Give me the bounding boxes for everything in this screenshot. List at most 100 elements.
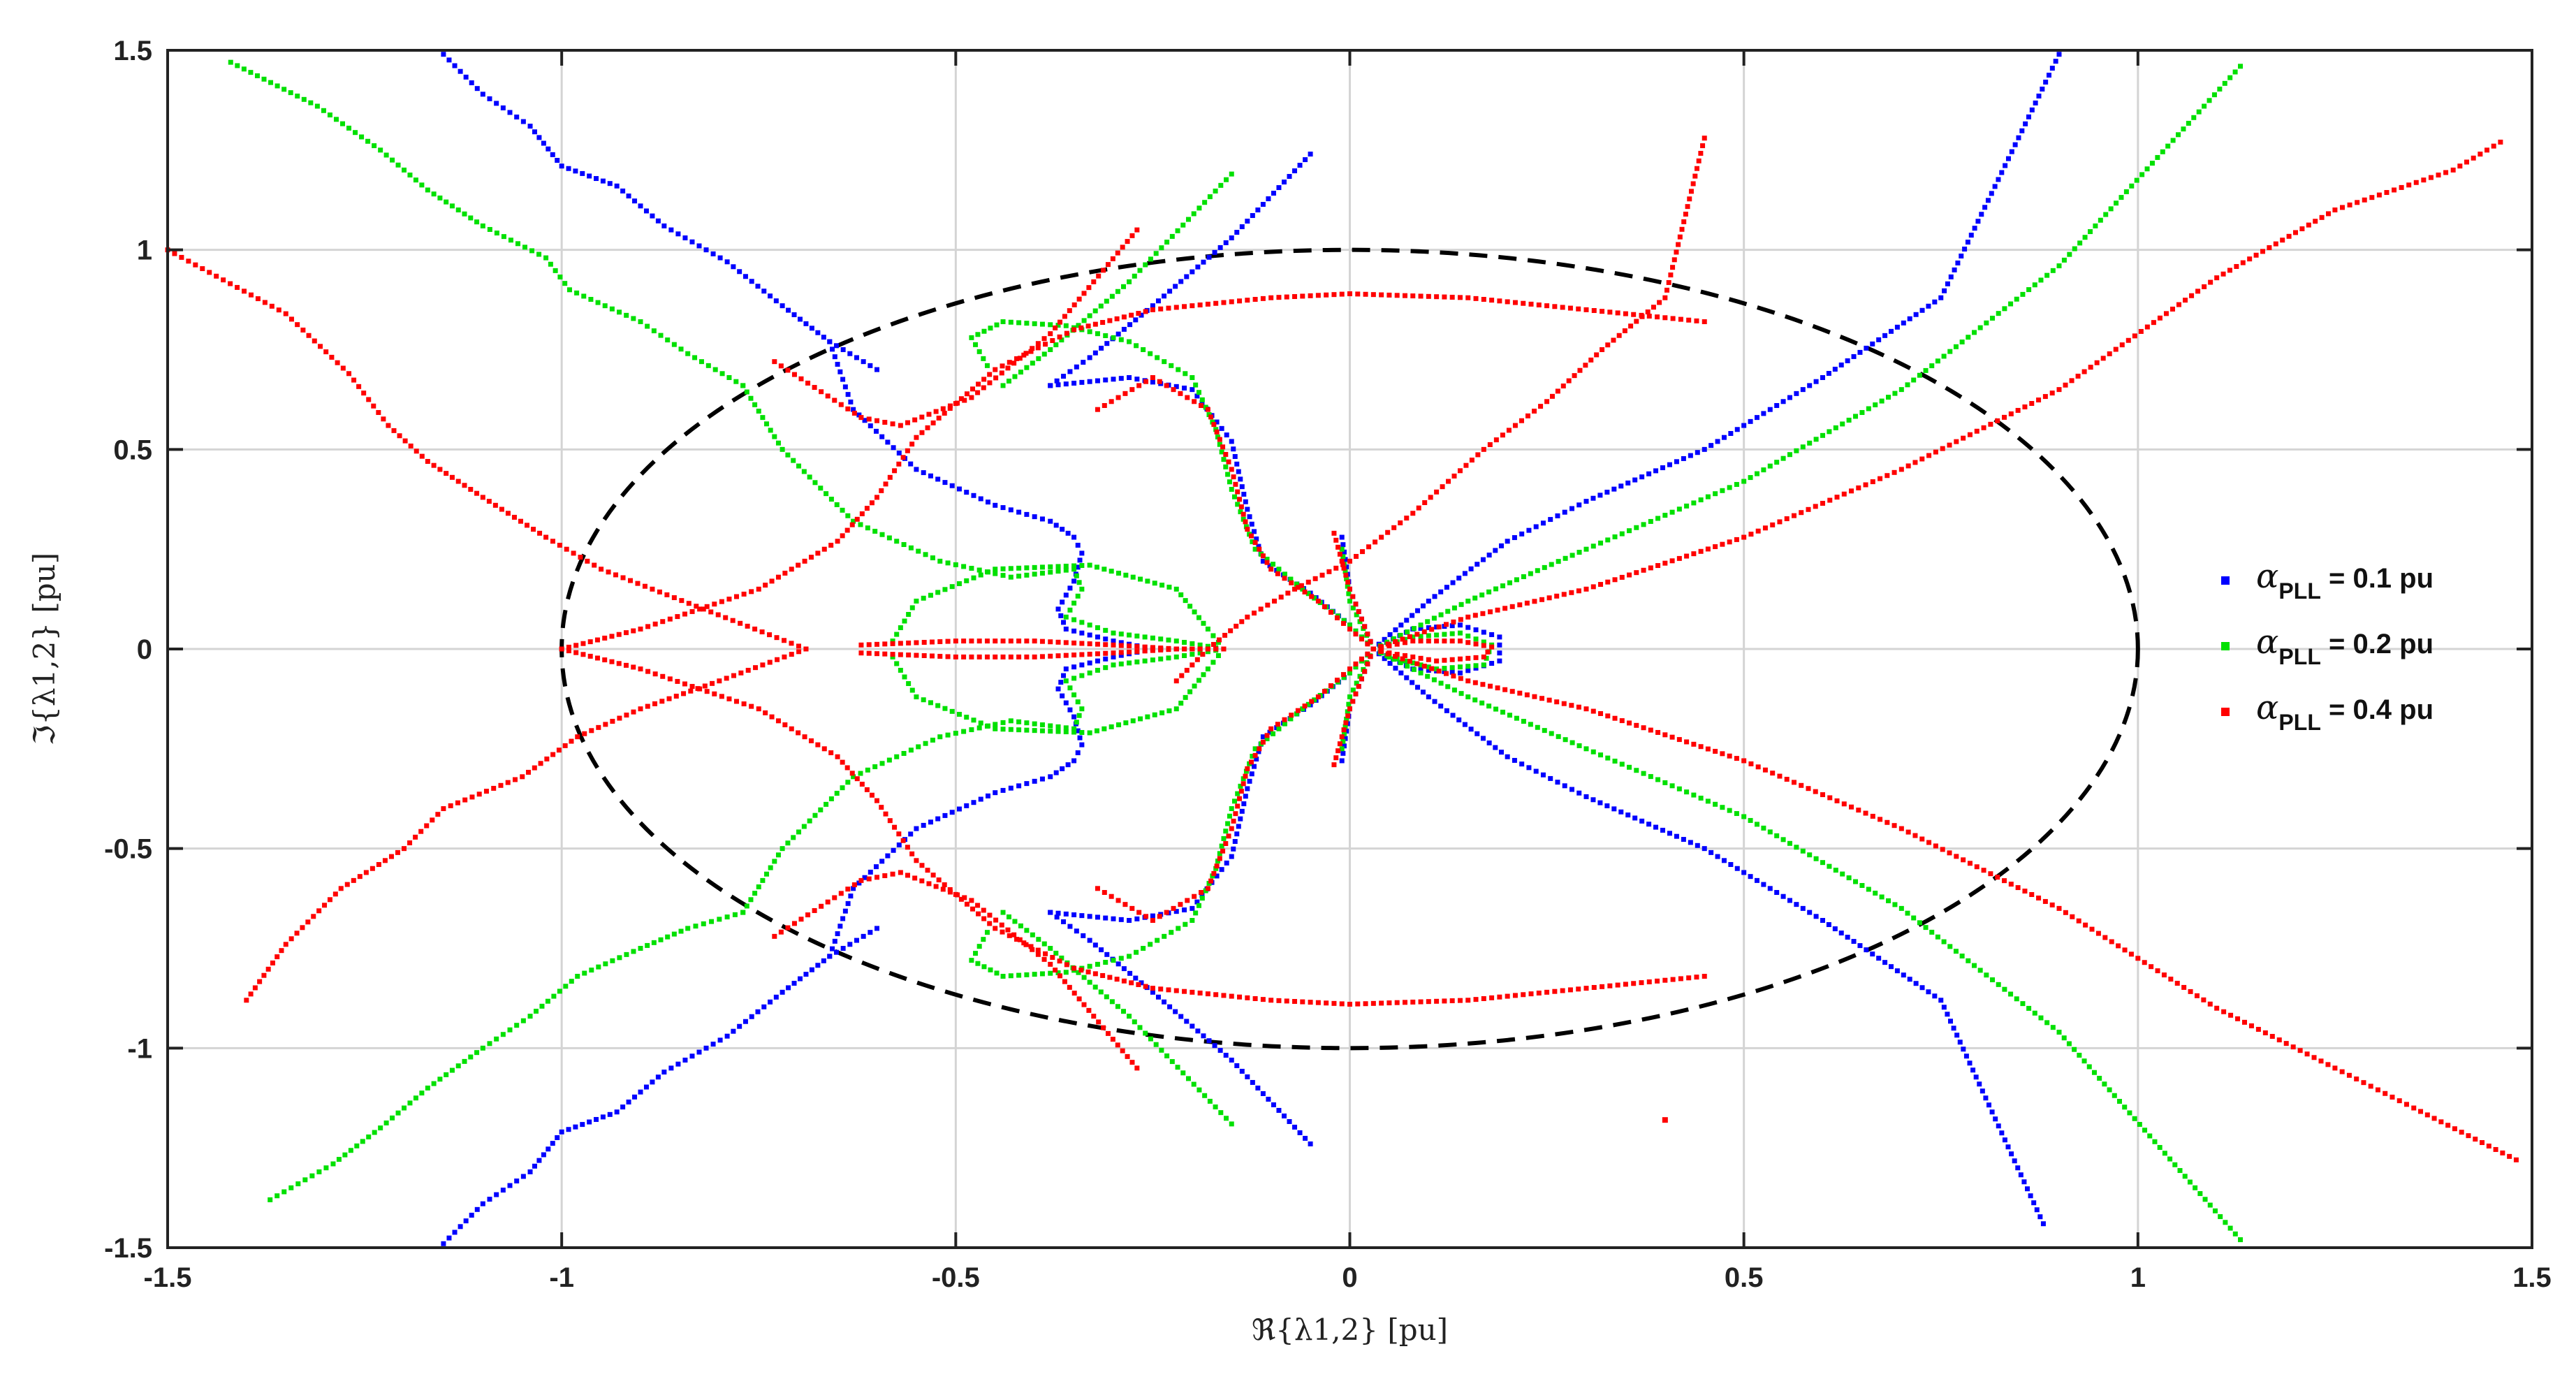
series-point [1846,875,1852,881]
series-point [862,418,868,423]
series-point [703,247,709,253]
series-point [1974,428,1979,434]
series-point [2280,238,2285,243]
series-point [849,771,855,776]
series-point [600,178,606,184]
series-point [1519,761,1525,767]
series-point [1071,965,1077,971]
series-point [2443,170,2449,175]
series-point [295,1181,301,1187]
series-point [916,744,921,750]
series-point [748,395,754,401]
series-point [2033,100,2038,105]
series-point [1429,627,1435,632]
series-point [335,360,340,365]
series-point [1190,269,1195,275]
series-point [1118,643,1124,648]
series-point [614,1109,620,1115]
series-point [752,626,758,632]
series-point [655,1074,661,1080]
series-point [1761,825,1766,831]
series-point [1300,999,1305,1005]
series-point [1878,476,1883,481]
series-point [1462,571,1468,576]
series-point [1641,725,1646,731]
series-point [769,578,775,584]
series-point [1555,780,1560,785]
series-point [376,862,381,868]
series-point [798,917,804,922]
series-point [1748,532,1754,537]
series-point [1734,756,1739,761]
series-point [1521,992,1526,998]
series-point [599,567,604,572]
series-point [1250,539,1255,544]
series-point [1878,817,1883,822]
series-point [1774,833,1780,838]
series-point [956,806,962,812]
series-point [1458,601,1464,607]
series-point [834,791,840,796]
series-point [1418,999,1424,1005]
series-point [802,558,807,564]
series-point [1016,565,1022,571]
series-point [1827,863,1832,869]
series-point [782,654,787,659]
series-point [987,372,993,377]
series-point [760,662,766,668]
series-point [1385,530,1391,535]
series-point [905,448,910,453]
series-point [1498,750,1504,755]
series-point [780,989,785,995]
series-point [775,852,781,858]
series-point [1169,363,1174,368]
series-point [1252,546,1258,552]
series-point [407,1100,413,1106]
series-point [868,423,873,429]
series-point [740,910,746,915]
series-point [937,639,943,645]
series-point [1475,452,1481,458]
series-point [1159,245,1164,251]
series-point [1748,418,1753,424]
series-point [1192,683,1197,689]
series-point [2176,302,2182,307]
series-point [383,152,389,158]
series-point [842,384,848,390]
series-point [1402,653,1407,659]
series-point [914,598,919,604]
series-point [1634,722,1639,728]
series-point [890,654,895,659]
series-point [1481,995,1486,1001]
series-point [1493,548,1498,553]
series-point [595,300,601,305]
series-point [1232,839,1238,845]
series-point [252,985,258,991]
series-point [441,52,446,57]
series-point [1016,320,1022,326]
series-point [671,931,677,937]
series-point [1054,914,1060,920]
series-point [462,211,467,217]
series-point [1252,752,1258,758]
series-point [1498,543,1504,548]
y-tick-label: 1 [137,235,152,266]
series-point [1123,720,1129,726]
series-point [1784,516,1790,522]
series-point [1223,829,1229,834]
series-point [1055,910,1061,916]
series-point [2181,126,2186,132]
series-point [1145,714,1150,720]
series-point [602,303,608,309]
series-point [2160,149,2165,154]
series-point [1016,972,1022,978]
series-point [1091,279,1097,284]
series-point [1777,519,1783,525]
series-point [1524,600,1530,606]
series-point [1449,669,1455,675]
series-point [815,742,821,747]
series-point [1007,360,1012,365]
series-point [1449,657,1455,662]
series-point [1894,968,1900,974]
series-point [1398,670,1404,676]
